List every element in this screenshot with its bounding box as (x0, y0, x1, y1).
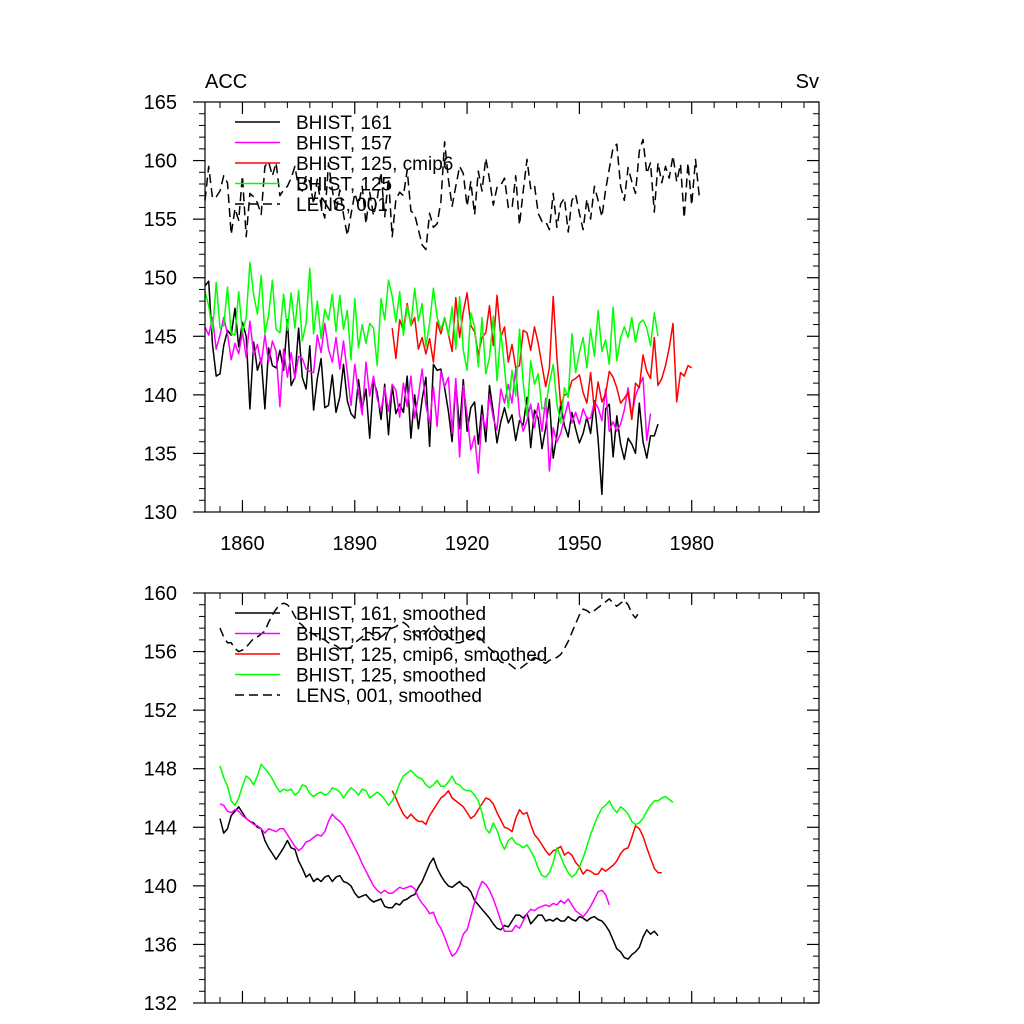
bottom-chart-legend-label: BHIST, 125, smoothed (296, 666, 486, 687)
top-chart-y-tick-label: 135 (144, 443, 177, 465)
bottom-chart-series-line-2 (391, 789, 662, 875)
bottom-chart-y-tick-label: 152 (144, 700, 177, 722)
bottom-chart-legend-label: LENS, 001, smoothed (296, 686, 482, 707)
top-chart-legend-label: BHIST, 161 (296, 113, 392, 134)
top-chart-series-line-3 (204, 261, 659, 424)
bottom-chart-legend-label: BHIST, 157, smoothed (296, 625, 486, 646)
top-chart-legend-label: LENS, 001 (296, 195, 388, 216)
bottom-chart-series (219, 598, 674, 960)
bottom-chart-panel: 132 136 140 144 148 152 156 160 BHIST, 161, smo… (144, 583, 820, 1015)
top-chart-series-line-1 (204, 316, 652, 475)
top-chart-series-line-2 (391, 292, 693, 421)
bottom-chart-frame (204, 592, 820, 1004)
bottom-chart-ticks: 132 136 140 144 148 152 156 160 (144, 583, 819, 1015)
top-chart-panel: ACC Sv 1860 1890 1920 1950 19801301351401451… (144, 71, 820, 555)
bottom-chart-series-line-4 (219, 598, 640, 670)
bottom-chart-y-tick-label: 156 (144, 642, 177, 664)
bottom-chart-y-tick-label: 148 (144, 759, 177, 781)
top-chart-series-line-4 (204, 138, 700, 251)
top-chart-title-left: ACC (205, 71, 247, 93)
top-chart-y-tick-label: 160 (144, 151, 177, 173)
top-chart-y-tick-label: 130 (144, 502, 177, 524)
bottom-chart-y-tick-label: 144 (144, 817, 177, 839)
top-chart-legend-label: BHIST, 125 (296, 175, 392, 196)
top-chart-legend-label: BHIST, 157 (296, 134, 392, 155)
bottom-chart-y-tick-label: 140 (144, 876, 177, 898)
bottom-chart-series-line-3 (219, 763, 674, 878)
bottom-chart-series-line-1 (219, 803, 611, 957)
top-chart-y-tick-label: 165 (144, 92, 177, 114)
top-chart-frame (204, 101, 820, 513)
top-chart-legend-label: BHIST, 125, cmip6 (296, 154, 453, 175)
top-chart-x-tick-label: 1950 (557, 533, 602, 555)
bottom-chart-legend-label: BHIST, 161, smoothed (296, 604, 486, 625)
top-chart-title-right: Sv (796, 71, 819, 93)
bottom-chart-legend-label: BHIST, 125, cmip6, smoothed (296, 645, 547, 666)
top-chart-y-tick-label: 140 (144, 385, 177, 407)
bottom-chart-y-tick-label: 132 (144, 993, 177, 1015)
top-chart-y-tick-label: 145 (144, 326, 177, 348)
top-chart-series (204, 138, 700, 496)
top-chart-x-tick-label: 1980 (669, 533, 714, 555)
bottom-chart-y-tick-label: 160 (144, 583, 177, 605)
top-chart-y-tick-label: 150 (144, 268, 177, 290)
bottom-chart-y-tick-label: 136 (144, 934, 177, 956)
top-chart-x-tick-label: 1920 (445, 533, 490, 555)
top-chart-y-tick-label: 155 (144, 209, 177, 231)
top-chart-ticks: 1860 1890 1920 1950 1980 130 135 140 145 150 155 16… (144, 92, 819, 555)
top-chart-x-tick-label: 1890 (333, 533, 378, 555)
top-chart-x-tick-label: 1860 (220, 533, 265, 555)
bottom-chart-series-line-0 (219, 806, 659, 960)
